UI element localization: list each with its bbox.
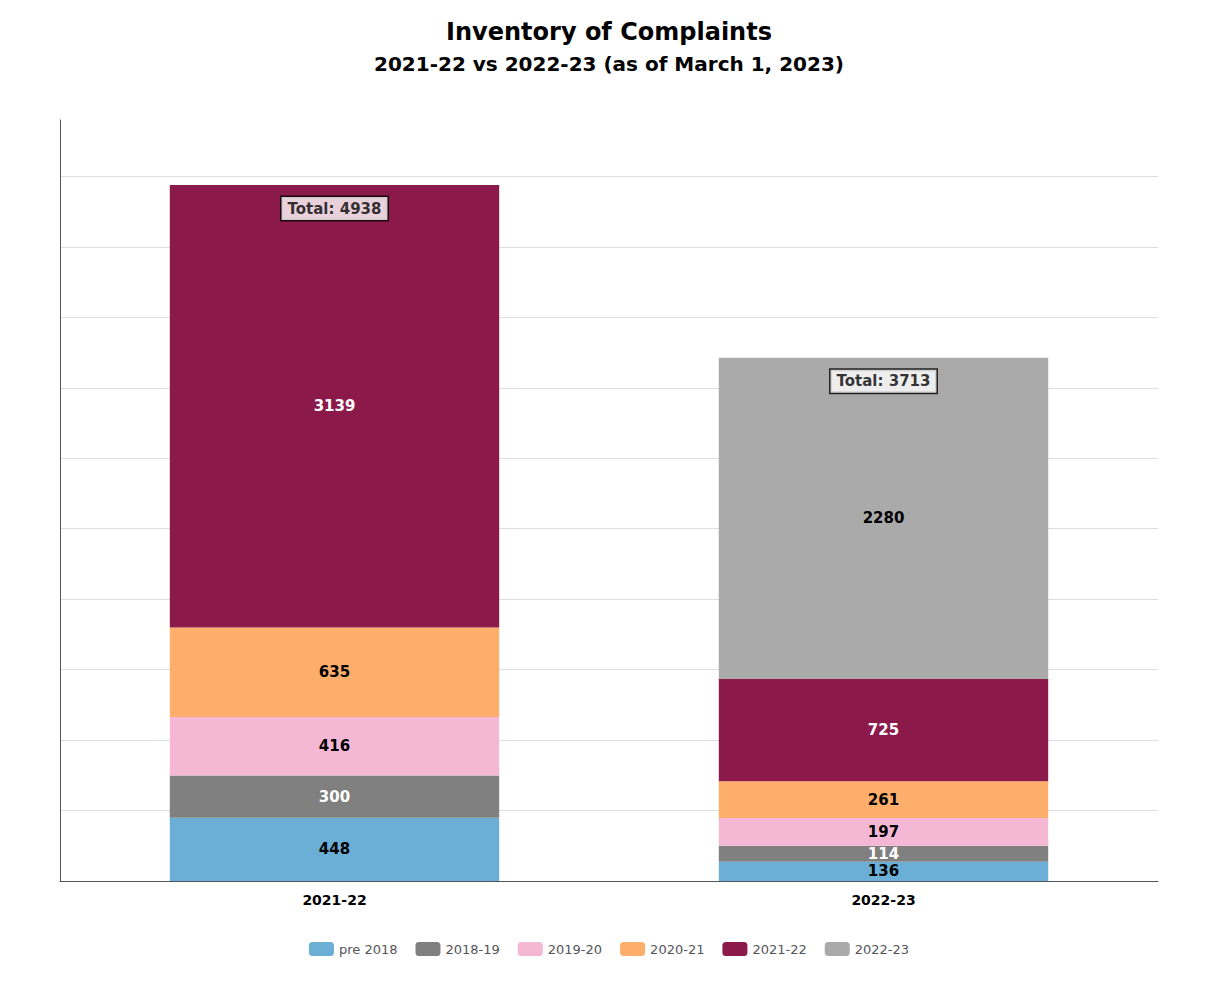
- svg-text:2280: 2280: [863, 509, 905, 527]
- svg-text:300: 300: [319, 788, 350, 806]
- svg-text:114: 114: [868, 845, 899, 863]
- svg-text:Inventory of Complaints: Inventory of Complaints: [446, 18, 772, 46]
- svg-text:2021-22: 2021-22: [302, 892, 366, 908]
- svg-text:635: 635: [319, 663, 350, 681]
- svg-text:197: 197: [868, 823, 899, 841]
- svg-text:2019-20: 2019-20: [548, 942, 602, 957]
- svg-text:3139: 3139: [314, 397, 356, 415]
- svg-text:pre 2018: pre 2018: [339, 942, 398, 957]
- svg-text:416: 416: [319, 737, 350, 755]
- svg-text:2022-23: 2022-23: [851, 892, 915, 908]
- svg-text:Total: 3713: Total: 3713: [837, 372, 931, 390]
- svg-text:2022-23: 2022-23: [855, 942, 909, 957]
- svg-text:2018-19: 2018-19: [445, 942, 499, 957]
- svg-text:725: 725: [868, 721, 899, 739]
- svg-text:2020-21: 2020-21: [650, 942, 704, 957]
- svg-text:448: 448: [319, 840, 350, 858]
- svg-text:261: 261: [868, 791, 899, 809]
- svg-text:2021-22: 2021-22: [752, 942, 806, 957]
- svg-text:Total: 4938: Total: 4938: [288, 200, 382, 218]
- svg-text:2021-22 vs 2022-23 (as of Marc: 2021-22 vs 2022-23 (as of March 1, 2023): [374, 52, 844, 76]
- svg-text:136: 136: [868, 862, 899, 880]
